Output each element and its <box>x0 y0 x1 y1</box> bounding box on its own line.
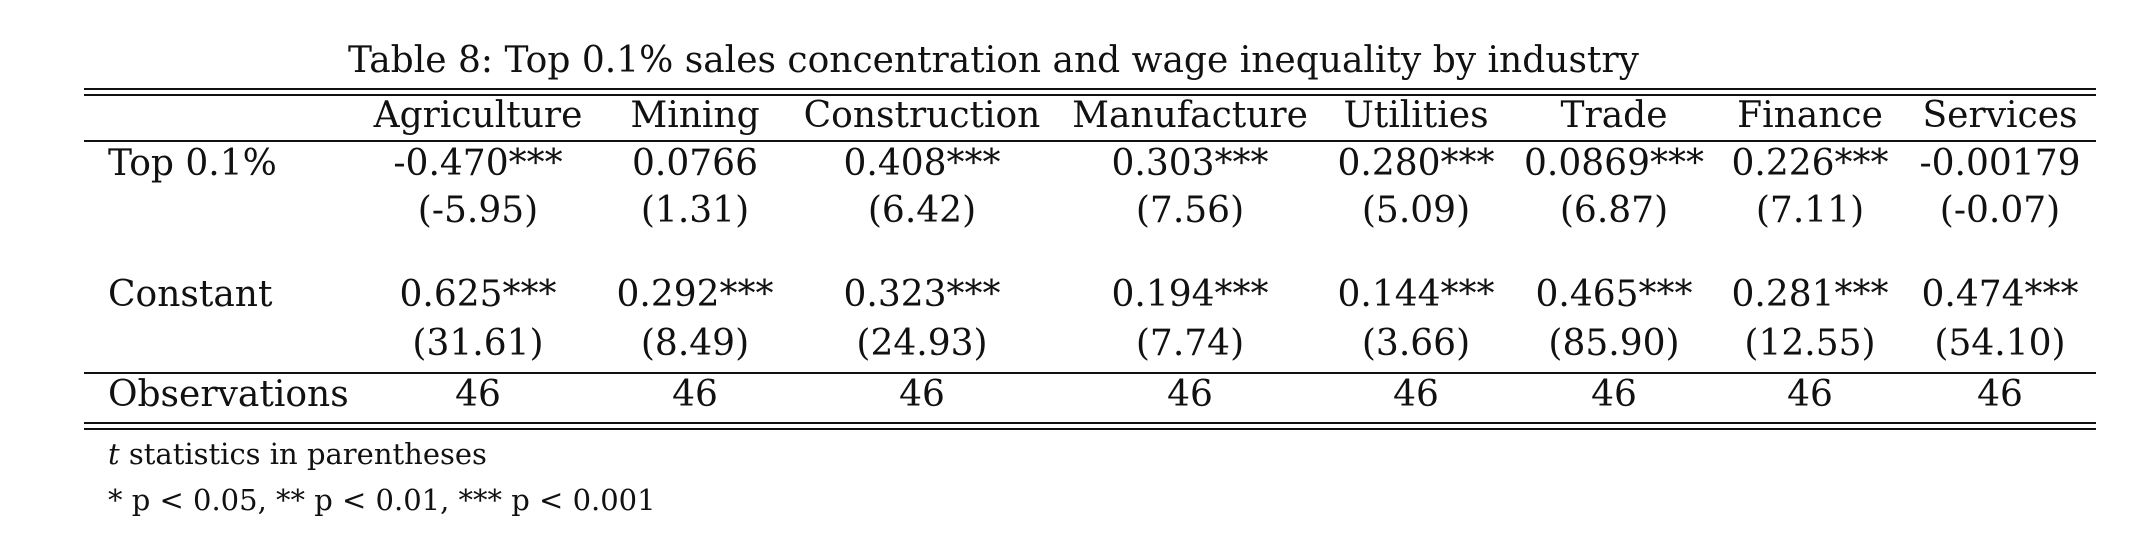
column-header: Services <box>1922 95 2078 136</box>
observations-cell: 46 <box>1393 374 1439 415</box>
table-caption: Table 8: Top 0.1% sales concentration an… <box>348 40 1639 81</box>
header-rule <box>84 140 2096 142</box>
observations-cell: 46 <box>672 374 718 415</box>
note-significance: * p < 0.05, ** p < 0.01, *** p < 0.001 <box>108 483 656 517</box>
tstat-cell: (7.56) <box>1135 190 1245 231</box>
bottom-rule-2 <box>84 428 2096 430</box>
top-rule-1 <box>84 88 2096 90</box>
tstat-cell: (31.61) <box>412 323 544 364</box>
column-header: Mining <box>630 95 760 136</box>
tstat-cell: (85.90) <box>1548 323 1680 364</box>
coef-cell: 0.0869*** <box>1524 143 1704 184</box>
tstat-cell: (7.11) <box>1755 190 1865 231</box>
observations-cell: 46 <box>1167 374 1213 415</box>
coef-cell: 0.465*** <box>1535 274 1693 315</box>
coef-cell: 0.0766 <box>632 143 758 184</box>
tstat-cell: (54.10) <box>1934 323 2066 364</box>
coef-cell: -0.00179 <box>1919 143 2081 184</box>
row-label-constant: Constant <box>108 274 273 315</box>
observations-cell: 46 <box>1787 374 1833 415</box>
tstat-cell: (-5.95) <box>417 190 539 231</box>
column-header: Agriculture <box>373 95 583 136</box>
tstat-cell: (1.31) <box>640 190 750 231</box>
observations-cell: 46 <box>899 374 945 415</box>
tstat-cell: (8.49) <box>640 323 750 364</box>
coef-cell: 0.408*** <box>843 143 1001 184</box>
tstat-cell: (3.66) <box>1361 323 1471 364</box>
bottom-rule-1 <box>84 422 2096 424</box>
observations-cell: 46 <box>1591 374 1637 415</box>
top-rule-2 <box>84 94 2096 96</box>
coef-cell: 0.280*** <box>1337 143 1495 184</box>
row-label-top: Top 0.1% <box>108 143 277 184</box>
coef-cell: 0.625*** <box>399 274 557 315</box>
obs-rule <box>84 372 2096 374</box>
column-header: Trade <box>1560 95 1668 136</box>
note-tstat-variable: t <box>108 437 120 471</box>
note-tstat-text: statistics in parentheses <box>119 437 487 471</box>
row-label-observations: Observations <box>108 374 349 415</box>
coef-cell: 0.194*** <box>1111 274 1269 315</box>
tstat-cell: (24.93) <box>856 323 988 364</box>
coef-cell: 0.226*** <box>1731 143 1889 184</box>
tstat-cell: (-0.07) <box>1939 190 2061 231</box>
note-tstat: t statistics in parentheses <box>108 436 487 472</box>
coef-cell: 0.474*** <box>1921 274 2079 315</box>
tstat-cell: (6.87) <box>1559 190 1669 231</box>
observations-cell: 46 <box>455 374 501 415</box>
coef-cell: 0.303*** <box>1111 143 1269 184</box>
tstat-cell: (12.55) <box>1744 323 1876 364</box>
coef-cell: 0.281*** <box>1731 274 1889 315</box>
observations-cell: 46 <box>1977 374 2023 415</box>
tstat-cell: (6.42) <box>867 190 977 231</box>
tstat-cell: (5.09) <box>1361 190 1471 231</box>
column-header: Manufacture <box>1072 95 1308 136</box>
column-header: Utilities <box>1343 95 1489 136</box>
column-header: Construction <box>803 95 1041 136</box>
coef-cell: 0.144*** <box>1337 274 1495 315</box>
coef-cell: 0.292*** <box>616 274 774 315</box>
coef-cell: 0.323*** <box>843 274 1001 315</box>
column-header: Finance <box>1737 95 1883 136</box>
coef-cell: -0.470*** <box>393 143 563 184</box>
tstat-cell: (7.74) <box>1135 323 1245 364</box>
